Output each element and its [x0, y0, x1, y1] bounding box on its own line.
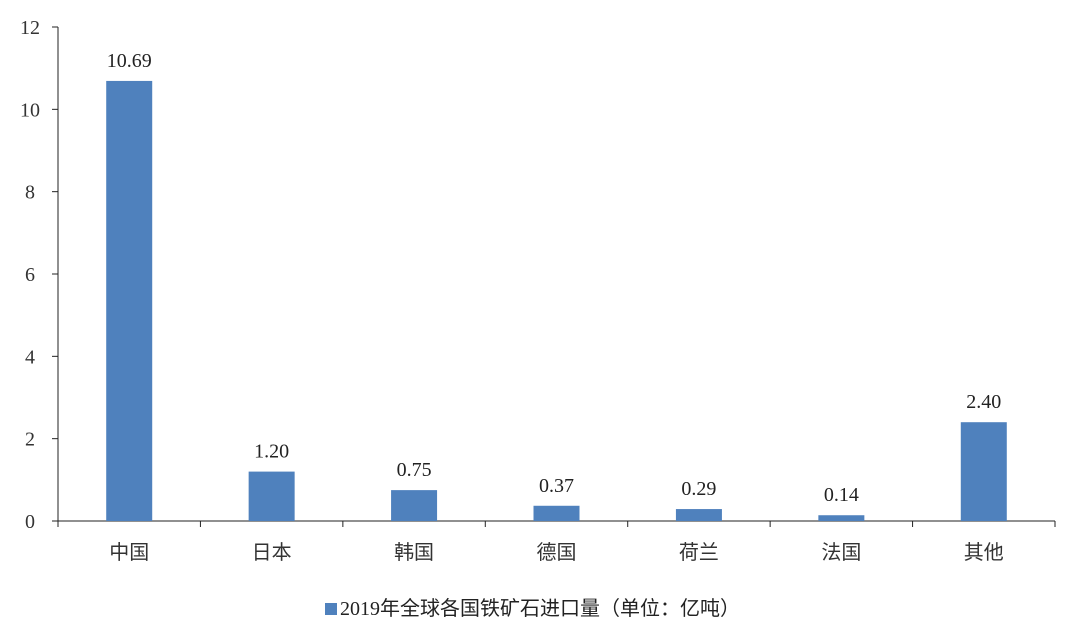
y-tick-label: 6 — [25, 264, 35, 286]
x-tick-label: 其他 — [964, 540, 1004, 564]
legend-swatch — [325, 603, 337, 615]
bar — [675, 509, 722, 521]
y-tick-label: 10 — [20, 99, 40, 121]
x-tick-label: 法国 — [821, 540, 861, 564]
y-axis: 0 2 4 6 8 10 12 — [20, 17, 59, 533]
bar — [106, 80, 153, 521]
x-tick-label: 日本 — [252, 540, 292, 564]
data-label: 0.29 — [681, 478, 716, 500]
y-tick-label: 8 — [25, 182, 35, 204]
data-label: 0.37 — [539, 475, 574, 497]
y-tick-label: 4 — [25, 346, 35, 368]
y-tick-label: 0 — [25, 511, 35, 533]
data-label: 1.20 — [254, 441, 289, 463]
bar — [818, 515, 865, 521]
legend-label: 2019年全球各国铁矿石进口量（单位：亿吨） — [340, 598, 740, 620]
data-label: 10.69 — [107, 50, 152, 72]
bar — [248, 471, 295, 521]
bar — [533, 505, 580, 521]
data-label: 0.14 — [824, 484, 859, 506]
y-tick-label: 12 — [20, 17, 40, 39]
x-axis: 中国 日本 韩国 德国 荷兰 法国 其他 — [57, 520, 1056, 564]
data-labels: 10.69 1.20 0.75 0.37 0.29 0.14 2.40 — [107, 50, 1002, 506]
data-label: 0.75 — [397, 459, 432, 481]
data-label: 2.40 — [966, 391, 1001, 413]
x-tick-label: 德国 — [537, 540, 577, 564]
x-tick-label: 中国 — [109, 540, 149, 564]
x-tick-label: 韩国 — [394, 540, 434, 564]
y-tick-label: 2 — [25, 429, 35, 451]
x-tick-label: 荷兰 — [679, 540, 719, 564]
bar — [960, 422, 1007, 521]
bar — [391, 490, 438, 521]
bar-series — [106, 80, 1007, 521]
legend: 2019年全球各国铁矿石进口量（单位：亿吨） — [0, 592, 1065, 621]
